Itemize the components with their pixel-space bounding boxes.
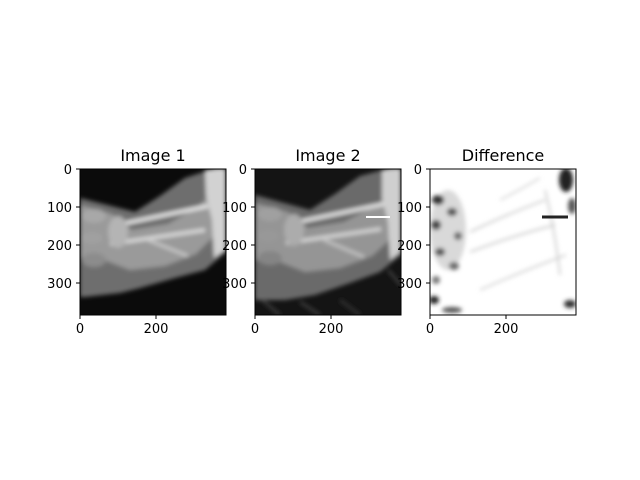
y-tick-label: 300	[47, 277, 72, 292]
difference-image	[430, 169, 576, 315]
xray-image	[80, 169, 226, 315]
x-axis: 0 200	[76, 315, 169, 337]
panel-difference: Difference	[397, 146, 577, 337]
x-axis: 0 200	[251, 315, 344, 337]
y-axis: 0 100 200 300	[222, 163, 255, 292]
x-axis: 0 200	[426, 315, 519, 337]
x-tick-label: 200	[144, 322, 169, 337]
y-tick-label: 100	[47, 201, 72, 216]
y-tick-label: 0	[239, 163, 247, 178]
panel-image-2: Image 2	[222, 146, 402, 337]
panel-image-1: Image 1 0 100 200	[47, 146, 227, 337]
x-tick-label: 0	[426, 322, 434, 337]
y-tick-label: 100	[397, 201, 422, 216]
x-tick-label: 0	[251, 322, 259, 337]
axes-frame	[79, 168, 227, 316]
xray-image	[255, 169, 401, 315]
y-axis: 0 100 200 300	[47, 163, 80, 292]
axes-frame	[429, 168, 577, 316]
panel-title: Image 1	[120, 146, 185, 165]
y-tick-label: 200	[397, 239, 422, 254]
axes-frame	[254, 168, 402, 316]
panel-title: Difference	[462, 146, 544, 165]
x-tick-label: 0	[76, 322, 84, 337]
y-tick-label: 200	[47, 239, 72, 254]
y-axis: 0 100 200 300	[397, 163, 430, 292]
y-tick-label: 200	[222, 239, 247, 254]
y-tick-label: 0	[414, 163, 422, 178]
x-tick-label: 200	[319, 322, 344, 337]
y-tick-label: 300	[397, 277, 422, 292]
y-tick-label: 100	[222, 201, 247, 216]
y-tick-label: 0	[64, 163, 72, 178]
panel-title: Image 2	[295, 146, 360, 165]
y-tick-label: 300	[222, 277, 247, 292]
x-tick-label: 200	[494, 322, 519, 337]
